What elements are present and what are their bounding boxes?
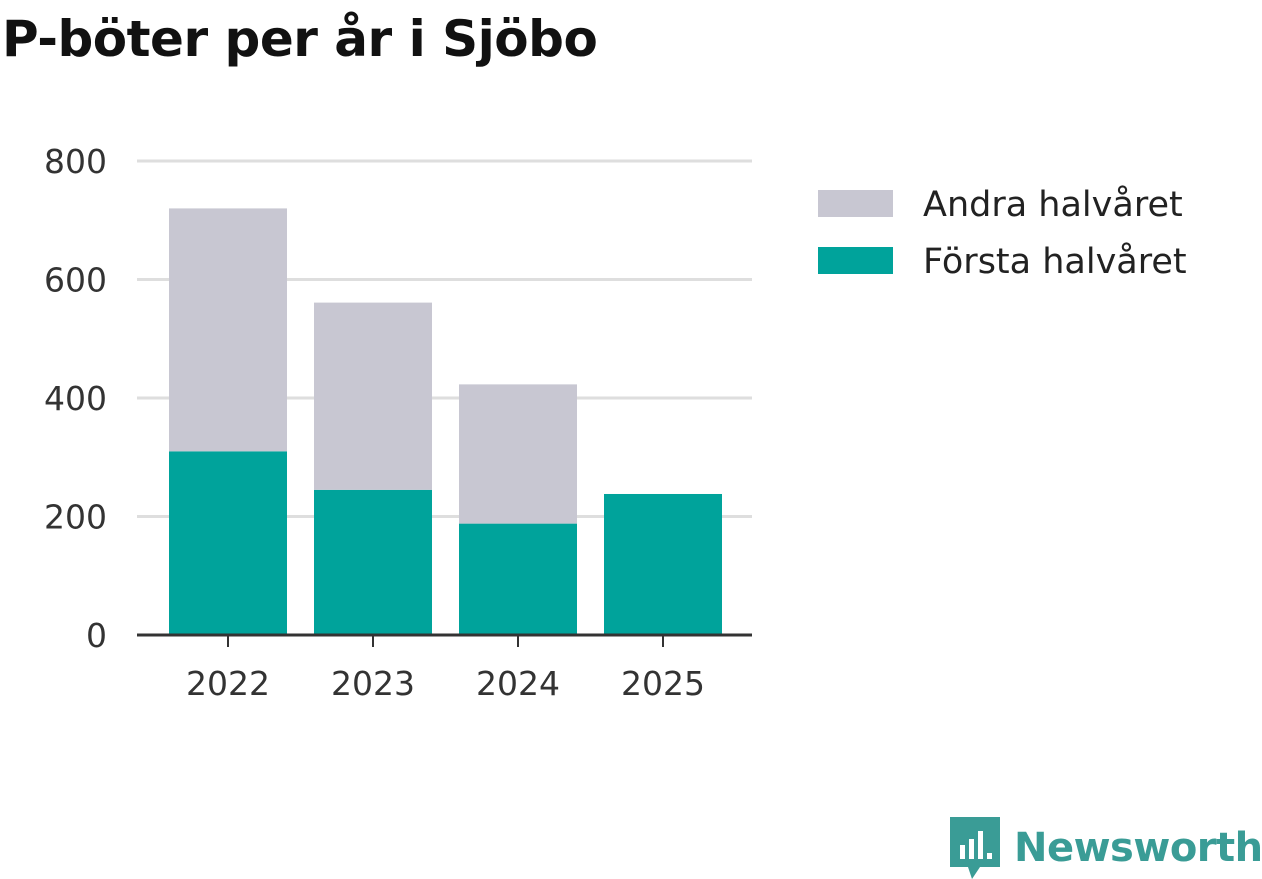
legend-swatch-1 — [818, 247, 893, 274]
bar-2025-series-0 — [604, 493, 722, 635]
newsworthy-logo-text: Newsworthy — [1014, 825, 1262, 871]
legend-swatch-0 — [818, 190, 893, 217]
bar-2024-series-0 — [459, 523, 577, 635]
bar-2022-series-0 — [169, 451, 287, 635]
x-tick-label-2025: 2025 — [621, 664, 705, 703]
bar-2023-series-1 — [314, 302, 432, 490]
y-tick-label-0: 0 — [86, 616, 107, 655]
bar-2022-series-1 — [169, 208, 287, 452]
x-tick-label-2024: 2024 — [476, 664, 560, 703]
legend-label-0: Andra halvåret — [923, 184, 1183, 225]
bar-2023-series-0 — [314, 489, 432, 635]
y-tick-label-200: 200 — [44, 498, 107, 537]
newsworthy-logo: Newsworthy — [950, 817, 1262, 879]
chart-title: P-böter per år i Sjöbo — [2, 10, 598, 68]
x-tick-label-2023: 2023 — [331, 664, 415, 703]
x-tick-label-2022: 2022 — [186, 664, 270, 703]
y-tick-label-600: 600 — [44, 261, 107, 300]
bar-2024-series-1 — [459, 384, 577, 524]
newsworthy-logo-icon — [950, 817, 1000, 879]
legend-label-1: Första halvåret — [923, 241, 1187, 282]
y-tick-label-800: 800 — [44, 142, 107, 181]
y-tick-label-400: 400 — [44, 379, 107, 418]
